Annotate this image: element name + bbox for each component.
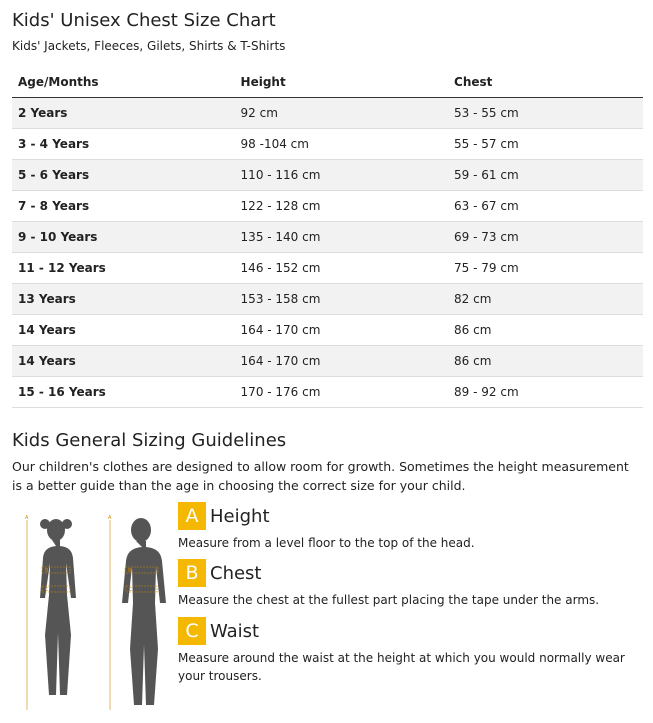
cell: 75 - 79 cm: [448, 252, 643, 284]
cell: 86 cm: [448, 314, 643, 346]
cell: 98 -104 cm: [234, 128, 449, 160]
item-title: Height: [210, 505, 270, 527]
cell: 63 - 67 cm: [448, 190, 643, 222]
figure-label: C: [45, 587, 49, 593]
item-head: A Height: [178, 502, 638, 530]
item-head: B Chest: [178, 559, 638, 587]
cell: 59 - 61 cm: [448, 159, 643, 191]
item-text: Measure from a level floor to the top of…: [178, 536, 475, 550]
cell: 69 - 73 cm: [448, 221, 643, 253]
guideline-item: A Height Measure from a level floor to the…: [178, 502, 638, 552]
table-row: 14 Years 164 - 170 cm 86 cm: [12, 314, 643, 346]
header-row: Age/Months Height Chest: [12, 67, 643, 98]
size-table: Age/Months Height Chest 2 Years 92 cm 53 - 55…: [12, 67, 643, 408]
item-text: Measure the chest at the fullest part pl…: [178, 593, 600, 607]
cell: 14 Years: [12, 314, 235, 346]
table-row: 3 - 4 Years 98 -104 cm 55 - 57 cm: [12, 128, 643, 160]
cell: 110 - 116 cm: [234, 159, 449, 191]
table-row: 5 - 6 Years 110 - 116 cm 59 - 61 cm: [12, 159, 643, 191]
figure-label: A: [108, 515, 112, 521]
column-header: Height: [234, 67, 449, 98]
cell: 170 - 176 cm: [234, 376, 449, 408]
table-row: 14 Years 164 - 170 cm 86 cm: [12, 345, 643, 377]
cell: 2 Years: [12, 97, 235, 129]
guideline-item: B Chest Measure the chest at the fullest p…: [178, 559, 638, 609]
cell: 11 - 12 Years: [12, 252, 235, 284]
letter-badge: A: [178, 502, 206, 530]
item-title: Waist: [210, 620, 260, 642]
cell: 15 - 16 Years: [12, 376, 235, 408]
cell: 55 - 57 cm: [448, 128, 643, 160]
item-head: C Waist: [178, 617, 638, 645]
cell: 7 - 8 Years: [12, 190, 235, 222]
cell: 82 cm: [448, 283, 643, 315]
cell: 92 cm: [234, 97, 449, 129]
cell: 53 - 55 cm: [448, 97, 643, 129]
cell: 5 - 6 Years: [12, 159, 235, 191]
column-header: Age/Months: [12, 67, 235, 98]
figure-label: B: [45, 568, 49, 574]
cell: 86 cm: [448, 345, 643, 377]
table-row: 2 Years 92 cm 53 - 55 cm: [12, 97, 643, 129]
cell: 3 - 4 Years: [12, 128, 235, 160]
figure-label: C: [129, 587, 133, 593]
letter-badge: C: [178, 617, 206, 645]
figure-label: B: [128, 568, 132, 574]
section-title: Kids General Sizing Guidelines: [12, 430, 287, 451]
column-header: Chest: [448, 67, 643, 98]
letter-badge: B: [178, 559, 206, 587]
figure-label: A: [25, 515, 29, 521]
cell: 9 - 10 Years: [12, 221, 235, 253]
intro: Our children's clothes are designed to a…: [12, 459, 629, 493]
cell: 13 Years: [12, 283, 235, 315]
title: Kids' Unisex Chest Size Chart: [12, 10, 276, 31]
table-row: 11 - 12 Years 146 - 152 cm 75 - 79 cm: [12, 252, 643, 284]
cell: 122 - 128 cm: [234, 190, 449, 222]
cell: 14 Years: [12, 345, 235, 377]
cell: 164 - 170 cm: [234, 345, 449, 377]
guideline-item: C Waist Measure around the waist at the he…: [178, 617, 638, 685]
cell: 135 - 140 cm: [234, 221, 449, 253]
table-row: 13 Years 153 - 158 cm 82 cm: [12, 283, 643, 315]
table-row: 7 - 8 Years 122 - 128 cm 63 - 67 cm: [12, 190, 643, 222]
cell: 146 - 152 cm: [234, 252, 449, 284]
figures: A A B C B C: [25, 515, 166, 710]
item-title: Chest: [210, 562, 262, 584]
cell: 164 - 170 cm: [234, 314, 449, 346]
table-row: 15 - 16 Years 170 - 176 cm 89 - 92 cm: [12, 376, 643, 408]
cell: 153 - 158 cm: [234, 283, 449, 315]
cell: 89 - 92 cm: [448, 376, 643, 408]
table-row: 9 - 10 Years 135 - 140 cm 69 - 73 cm: [12, 221, 643, 253]
item-text: Measure around the waist at the height a…: [178, 651, 625, 683]
subtitle: Kids' Jackets, Fleeces, Gilets, Shirts &…: [12, 39, 286, 53]
